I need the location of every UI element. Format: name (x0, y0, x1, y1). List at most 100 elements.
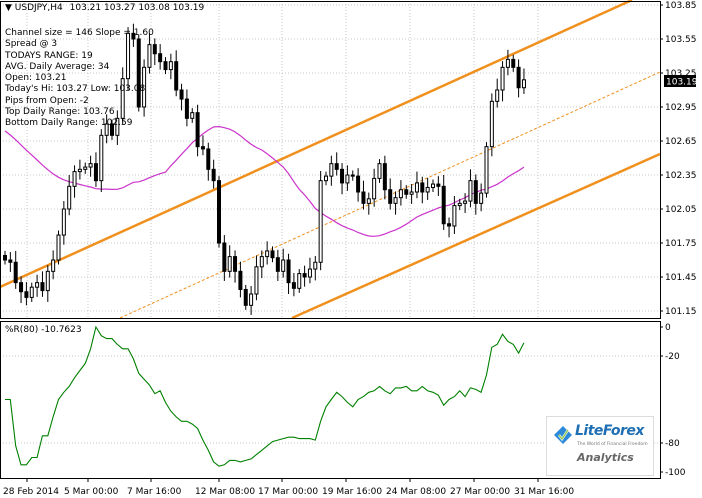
candle-body-bull (318, 180, 323, 263)
channel-lower-line (291, 152, 661, 320)
candle-body-bull (77, 168, 82, 173)
candle-body-bear (243, 288, 248, 306)
candle-body-bear (473, 180, 478, 204)
candle-body-bull (61, 208, 66, 236)
time-axis: 28 Feb 2014 5 Mar 00:00 7 Mar 16:00 12 Mar … (3, 478, 574, 497)
candle-body-bear (286, 259, 291, 284)
price-tick-label: 102.65 (665, 137, 697, 147)
candle-body-bull (99, 134, 104, 182)
candle-body-bear (356, 175, 361, 193)
candle-body-bear (3, 254, 7, 261)
williams-r-line (5, 325, 525, 467)
candle-body-bull (120, 78, 125, 119)
logo-name: LiteForex (575, 423, 644, 439)
info-todays-range: TODAYS RANGE: 19 (5, 50, 93, 61)
candle-body-bull (398, 189, 403, 199)
info-avg-daily: AVG. Daily Average: 34 (5, 61, 110, 72)
candle-body-bear (136, 38, 141, 108)
candle-body-bull (479, 192, 484, 204)
candle-body-bear (511, 58, 516, 68)
candle-body-bear (361, 191, 366, 204)
candle-body-bull (115, 117, 120, 136)
ohlc-values: 103.21 103.27 103.08 103.19 (69, 3, 205, 13)
info-pips-from-open: Pips from Open: -2 (5, 95, 89, 106)
indicator-axis: 0 -20 -80 -100 (660, 323, 686, 478)
candle-body-bear (184, 98, 189, 119)
candle-body-bull (142, 66, 147, 108)
candle-body-bear (195, 112, 200, 148)
candle-body-bear (382, 163, 387, 191)
candle-body-bull (463, 200, 468, 204)
candle-body-bear (93, 163, 98, 182)
price-tick-label: 103.25 (665, 69, 697, 79)
candle-body-bear (174, 61, 179, 91)
candle-body-bear (222, 242, 227, 272)
candle-body-bull (83, 166, 88, 170)
price-tick-label: 103.85 (665, 1, 697, 11)
candle-body-bear (350, 174, 355, 177)
candle-body-bear (447, 223, 452, 227)
collapse-arrow-icon[interactable]: ▼ (5, 3, 12, 13)
time-tick-label: 31 Mar 16:00 (514, 487, 574, 497)
candle-body-bull (366, 198, 371, 204)
time-tick-label: 19 Mar 16:00 (322, 487, 382, 497)
time-tick-label: 24 Mar 08:00 (386, 487, 446, 497)
candle-body-bear (163, 61, 168, 71)
current-price-box (664, 75, 696, 87)
time-tick-label: 12 Mar 08:00 (195, 487, 255, 497)
indicator-tick-label: 0 (665, 323, 671, 333)
candle-body-bull (377, 163, 382, 179)
candle-body-bear (516, 66, 521, 89)
info-spread: Spread @ 3 (5, 39, 58, 50)
price-tick-label: 101.75 (665, 239, 697, 249)
candle-body-bull (505, 58, 510, 68)
time-tick-label: 5 Mar 00:00 (64, 487, 119, 497)
candle-body-bull (72, 171, 77, 187)
indicator-label: %R(80) -10.7623 (5, 325, 82, 335)
williams-r-series (5, 325, 525, 467)
candle-body-bear (152, 44, 157, 55)
candle-body-bear (441, 185, 446, 225)
liteforex-mark-icon (554, 426, 572, 444)
price-tick-label: 102.05 (665, 205, 697, 215)
candle-body-bear (270, 250, 275, 259)
candle-body-bull (67, 185, 72, 210)
candle-body-bull (484, 146, 489, 194)
moving-average-line (4, 125, 525, 237)
candle-body-bull (414, 182, 419, 193)
symbol-label: USDJPY,H4 (14, 3, 63, 13)
candle-body-bear (420, 182, 425, 193)
channel-upper-line (0, 0, 633, 289)
indicator-tick-label: -100 (665, 468, 686, 478)
moving-average (4, 125, 525, 237)
panel-frames (0, 1, 661, 479)
candle-body-bull (56, 234, 61, 261)
candle-body-bull (29, 286, 34, 298)
candle-body-bear (24, 291, 29, 298)
candle-body-bear (110, 123, 114, 136)
candle-body-bear (238, 270, 243, 290)
indicator-tick-label: -80 (665, 439, 680, 449)
symbol-header: ▼ USDJPY,H4 103.21 103.27 103.08 103.19 (5, 3, 204, 14)
candle-body-bull (500, 66, 505, 91)
candle-body-bull (265, 250, 270, 258)
candle-body-bear (211, 168, 216, 182)
candle-body-bear (200, 146, 205, 150)
candle-body-bull (372, 177, 377, 200)
time-tick-label: 17 Mar 00:00 (258, 487, 318, 497)
candle-body-bull (45, 270, 50, 292)
candle-body-bull (254, 266, 259, 295)
info-top-daily-range: Top Daily Range: 103.76 (5, 107, 115, 118)
info-open: Open: 103.21 (5, 73, 67, 84)
candle-body-bull (345, 174, 350, 184)
candle-body-bear (233, 256, 238, 272)
time-tick-label: 7 Mar 16:00 (127, 487, 182, 497)
info-hi-low: Today's Hi: 103.27 Low: 103.08 (5, 84, 146, 95)
candle-body-bull (393, 197, 398, 204)
candle-body-bull (88, 163, 93, 168)
candle-body-bull (425, 186, 430, 193)
candle-body-bear (217, 180, 221, 244)
candle-body-bull (281, 259, 286, 272)
